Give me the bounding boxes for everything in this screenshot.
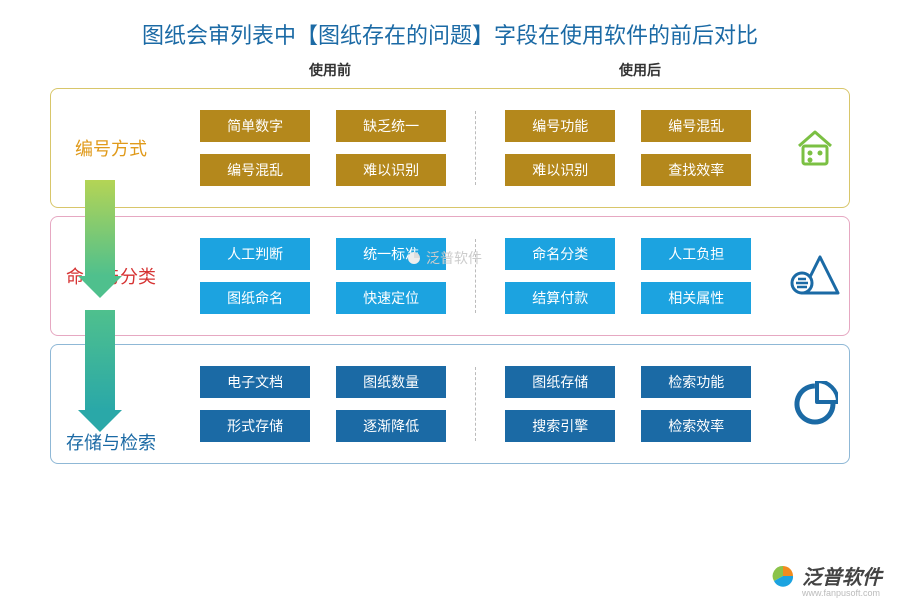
tag: 编号混乱 (641, 110, 751, 142)
tags-before: 简单数字缺乏统一编号混乱难以识别 (171, 100, 475, 196)
tag: 图纸数量 (336, 366, 446, 398)
tag: 快速定位 (336, 282, 446, 314)
logo-icon (770, 563, 796, 589)
tag: 难以识别 (505, 154, 615, 186)
page-title: 图纸会审列表中【图纸存在的问题】字段在使用软件的前后对比 (0, 0, 900, 50)
header-before: 使用前 (175, 60, 485, 80)
tags-before: 电子文档图纸数量形式存储逐渐降低 (171, 356, 475, 452)
column-headers: 使用前 使用后 (0, 60, 900, 80)
flow-arrows (78, 180, 122, 444)
tags-after: 命名分类人工负担结算付款相关属性 (476, 228, 780, 324)
tag: 搜索引擎 (505, 410, 615, 442)
house-icon (780, 124, 849, 172)
section-row: 存储与检索电子文档图纸数量形式存储逐渐降低图纸存储检索功能搜索引擎检索效率 (50, 344, 850, 464)
footer-text: 泛普软件 (802, 561, 882, 590)
tag: 编号混乱 (200, 154, 310, 186)
tag: 人工负担 (641, 238, 751, 270)
tag: 命名分类 (505, 238, 615, 270)
arrow-body (85, 310, 115, 410)
footer-brand: 泛普软件 (770, 561, 882, 590)
tag: 人工判断 (200, 238, 310, 270)
tag: 难以识别 (336, 154, 446, 186)
tag: 形式存储 (200, 410, 310, 442)
tags-before: 人工判断统一标准图纸命名快速定位 (171, 228, 475, 324)
footer-url: www.fanpusoft.com (802, 588, 880, 598)
rows-container: 编号方式简单数字缺乏统一编号混乱难以识别编号功能编号混乱难以识别查找效率命名与分… (0, 88, 900, 464)
tag: 检索功能 (641, 366, 751, 398)
tag: 图纸存储 (505, 366, 615, 398)
pie-icon (780, 381, 849, 427)
arrow-body (85, 180, 115, 276)
tag: 相关属性 (641, 282, 751, 314)
tag: 图纸命名 (200, 282, 310, 314)
tag: 结算付款 (505, 282, 615, 314)
watermark: 泛普软件 (406, 248, 482, 268)
arrow-head (78, 410, 122, 432)
tag: 编号功能 (505, 110, 615, 142)
header-after: 使用后 (485, 60, 795, 80)
tag: 查找效率 (641, 154, 751, 186)
tag: 电子文档 (200, 366, 310, 398)
tag: 缺乏统一 (336, 110, 446, 142)
arrow-head (78, 276, 122, 298)
section-row: 命名与分类人工判断统一标准图纸命名快速定位命名分类人工负担结算付款相关属性 (50, 216, 850, 336)
section-row: 编号方式简单数字缺乏统一编号混乱难以识别编号功能编号混乱难以识别查找效率 (50, 88, 850, 208)
tag: 检索效率 (641, 410, 751, 442)
tags-after: 编号功能编号混乱难以识别查找效率 (476, 100, 780, 196)
tag: 简单数字 (200, 110, 310, 142)
row-label: 编号方式 (51, 135, 171, 161)
triangle-icon (780, 253, 849, 299)
tag: 逐渐降低 (336, 410, 446, 442)
tags-after: 图纸存储检索功能搜索引擎检索效率 (476, 356, 780, 452)
